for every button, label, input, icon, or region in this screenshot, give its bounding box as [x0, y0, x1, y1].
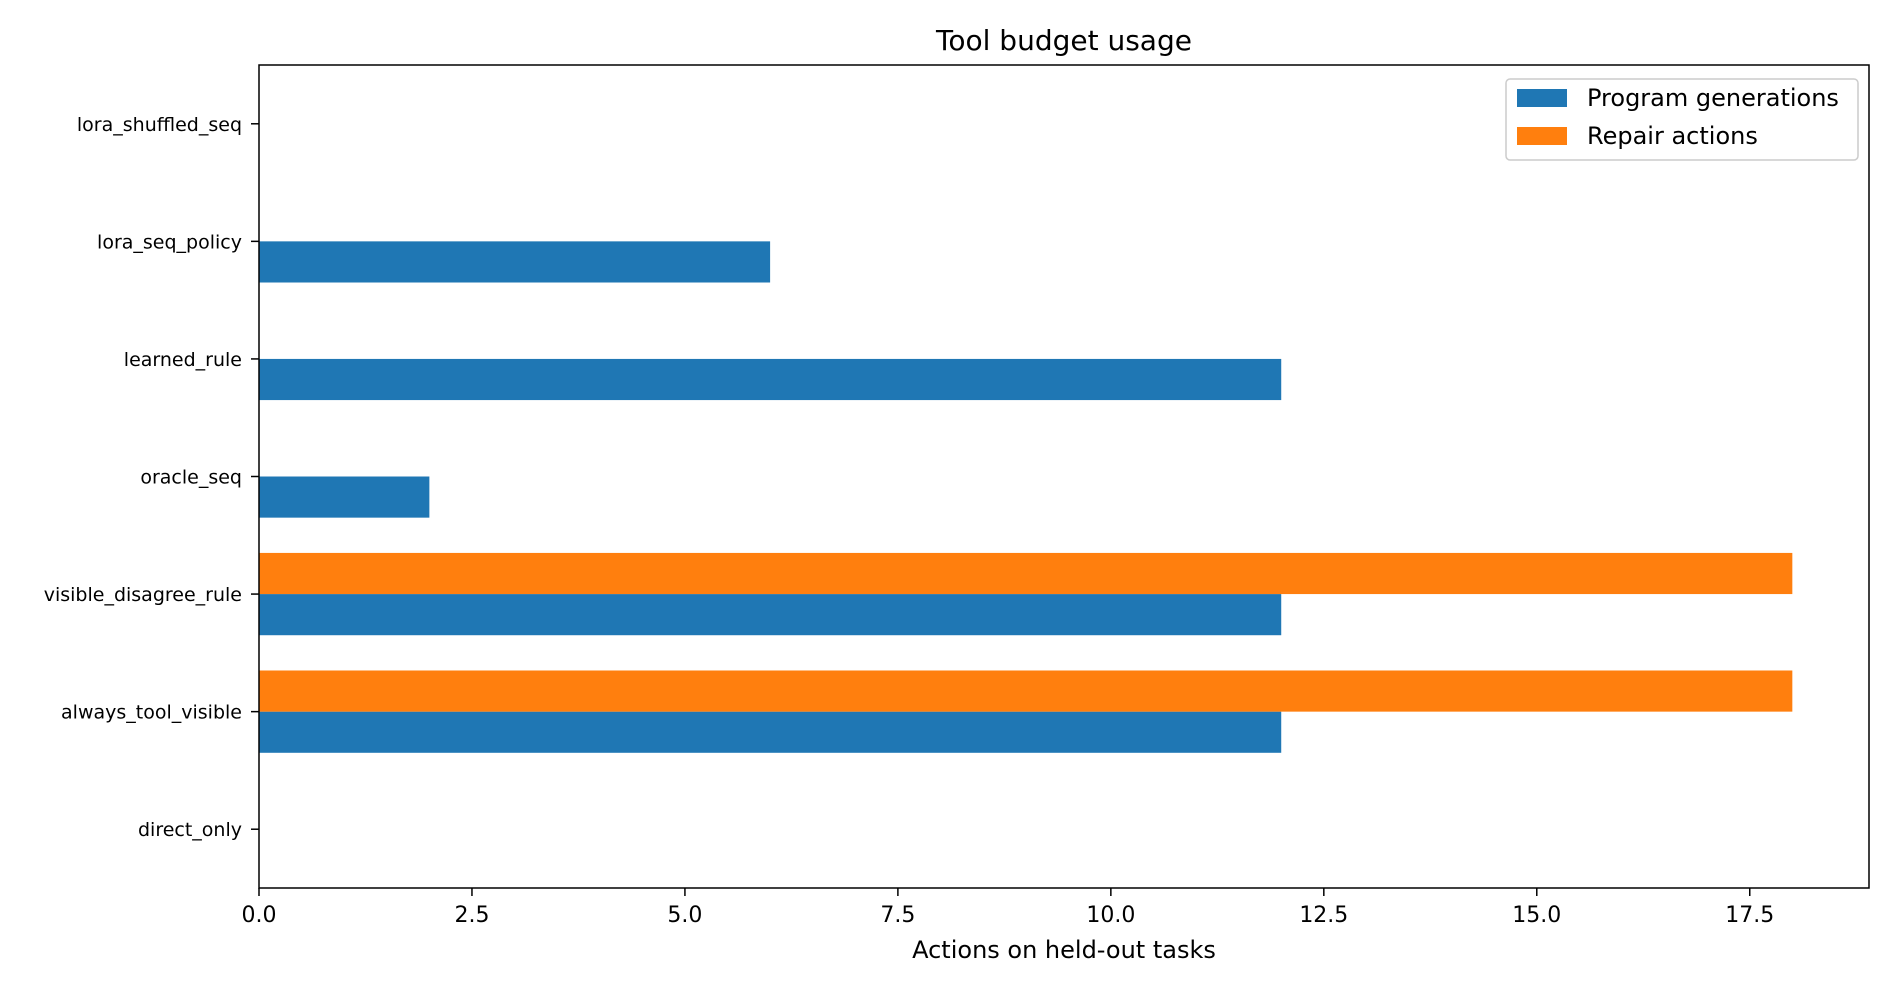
y-tick-label-visible-disagree-rule: visible_disagree_rule: [44, 584, 242, 606]
x-tick-label: 0.0: [242, 903, 277, 928]
x-tick-label: 2.5: [454, 903, 489, 928]
x-tick-label: 12.5: [1299, 903, 1348, 928]
y-tick-label-direct-only: direct_only: [138, 819, 242, 841]
x-axis: 0.0 2.5 5.0 7.5 10.0 12.5 15.0 17.5: [242, 888, 1774, 928]
legend-label-program-generations: Program generations: [1587, 84, 1839, 112]
y-tick-label-lora-seq-policy: lora_seq_policy: [97, 231, 242, 253]
legend-label-repair-actions: Repair actions: [1587, 122, 1758, 150]
x-tick-label: 10.0: [1086, 903, 1135, 928]
bar-repair-actions-always-tool-visible: [259, 670, 1793, 712]
bar-program-generations-learned-rule: [259, 358, 1282, 401]
chart-title: Tool budget usage: [935, 24, 1192, 57]
legend-swatch-program-generations: [1517, 89, 1567, 107]
x-axis-label: Actions on held-out tasks: [912, 936, 1216, 964]
y-tick-label-learned-rule: learned_rule: [124, 349, 242, 371]
bar-program-generations-visible-disagree-rule: [259, 594, 1282, 636]
y-tick-label-oracle-seq: oracle_seq: [140, 467, 242, 489]
y-axis: direct_only always_tool_visible visible_di…: [44, 114, 259, 841]
x-tick-label: 15.0: [1512, 903, 1561, 928]
x-tick-label: 5.0: [667, 903, 702, 928]
legend-frame: [1505, 78, 1859, 161]
bar-program-generations-lora-seq-policy: [259, 241, 771, 283]
x-tick-label: 7.5: [880, 903, 915, 928]
y-tick-label-lora-shuffled-seq: lora_shuffled_seq: [77, 114, 242, 136]
bar-program-generations-always-tool-visible: [259, 711, 1282, 753]
legend-swatch-repair-actions: [1517, 127, 1567, 145]
x-tick-label: 17.5: [1725, 903, 1774, 928]
plot-area-frame: [258, 64, 1870, 889]
bar-program-generations-oracle-seq: [259, 476, 430, 518]
bars-layer: [259, 241, 1793, 753]
bar-repair-actions-visible-disagree-rule: [259, 552, 1793, 595]
legend: Program generations Repair actions: [1505, 78, 1859, 161]
y-tick-label-always-tool-visible: always_tool_visible: [61, 702, 242, 724]
